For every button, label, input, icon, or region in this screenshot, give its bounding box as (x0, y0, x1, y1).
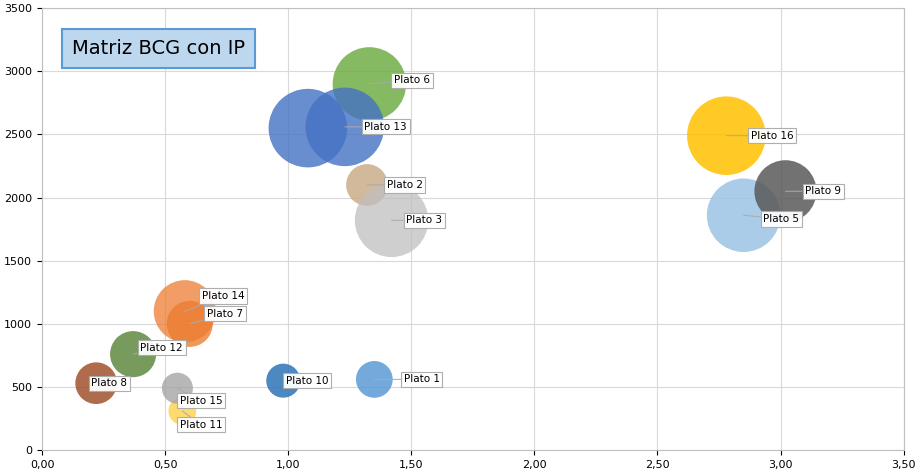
Point (177, 308, 192, 315)
Text: Plato 14: Plato 14 (185, 291, 244, 311)
Text: Plato 1: Plato 1 (374, 374, 439, 384)
Point (301, 124, 315, 132)
Text: Plato 3: Plato 3 (391, 215, 442, 225)
Text: Plato 15: Plato 15 (177, 388, 222, 406)
Point (276, 377, 290, 384)
Text: Plato 7: Plato 7 (189, 309, 243, 324)
Text: Plato 13: Plato 13 (345, 122, 407, 132)
Point (337, 123, 352, 131)
Point (777, 187, 792, 195)
Point (719, 132, 733, 139)
Point (182, 320, 197, 328)
Point (384, 217, 399, 224)
Point (175, 407, 189, 415)
Text: Plato 12: Plato 12 (133, 343, 183, 354)
Text: Plato 9: Plato 9 (785, 186, 840, 196)
Point (367, 375, 381, 383)
Text: Plato 8: Plato 8 (91, 378, 127, 388)
Text: Plato 11: Plato 11 (180, 411, 222, 430)
Point (170, 384, 185, 392)
Text: Plato 16: Plato 16 (726, 131, 793, 141)
Text: Plato 6: Plato 6 (369, 75, 429, 85)
Point (735, 211, 750, 219)
Point (89, 379, 104, 387)
Point (126, 350, 141, 358)
Point (359, 181, 374, 189)
Text: Plato 2: Plato 2 (367, 180, 422, 190)
Text: Plato 10: Plato 10 (283, 376, 328, 386)
Point (362, 80, 377, 88)
Text: Matriz BCG con IP: Matriz BCG con IP (72, 39, 244, 58)
Text: Plato 5: Plato 5 (743, 214, 799, 224)
